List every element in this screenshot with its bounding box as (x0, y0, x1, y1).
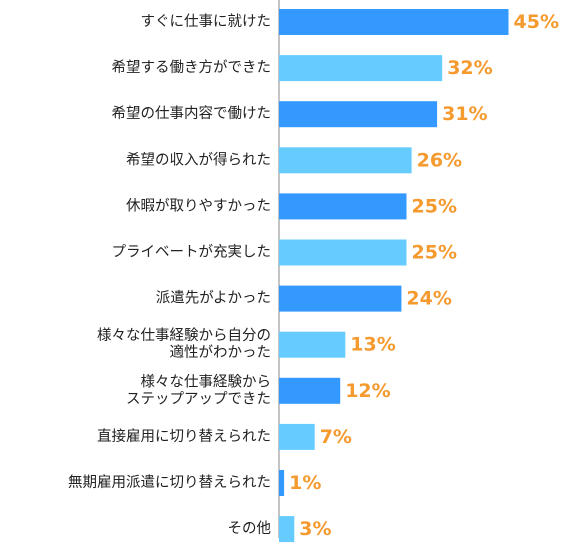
category-label-9: 直接雇用に切り替えられた (97, 428, 271, 445)
value-label-4: 25% (412, 195, 457, 217)
category-label-0: すぐに仕事に就けた (141, 13, 272, 30)
category-label-8: 様々な仕事経験からステップアップできた (126, 373, 271, 407)
category-label-1: 希望する働き方ができた (112, 59, 272, 76)
bar-3 (279, 147, 412, 174)
category-label-2: 希望の仕事内容で働けた (112, 105, 272, 122)
value-label-5: 25% (412, 242, 457, 264)
category-label-10: 無期雇用派遣に切り替えられた (68, 474, 271, 491)
bar-8 (279, 377, 341, 404)
value-label-1: 32% (447, 57, 492, 79)
category-label-3: 希望の収入が得られた (126, 151, 271, 168)
value-label-3: 26% (417, 149, 462, 171)
bar-4 (279, 193, 407, 220)
bars-layer: すぐに仕事に就けた 45% 希望する働き方ができた 32% 希望の仕事内容で働けた 31%… (68, 9, 559, 543)
bar-5 (279, 239, 407, 266)
bar-2 (279, 101, 438, 128)
value-label-0: 45% (514, 11, 559, 33)
value-label-11: 3% (299, 518, 331, 540)
value-label-2: 31% (442, 103, 487, 125)
category-label-7: 様々な仕事経験から自分の適性がわかった (97, 327, 271, 361)
category-label-4: 休暇が取りやすかった (126, 197, 271, 214)
bar-6 (279, 285, 402, 312)
bar-7 (279, 331, 346, 358)
bar-0 (279, 9, 509, 35)
bar-11 (279, 516, 295, 543)
category-label-11: その他 (228, 520, 272, 537)
value-label-8: 12% (345, 380, 390, 402)
value-label-7: 13% (350, 334, 395, 356)
bar-10 (279, 470, 285, 496)
bar-9 (279, 423, 315, 450)
bar-1 (279, 55, 443, 82)
value-label-9: 7% (320, 426, 352, 448)
value-label-6: 24% (406, 288, 451, 310)
category-label-6: 派遣先がよかった (156, 290, 271, 307)
value-label-10: 1% (289, 472, 321, 494)
category-label-5: プライベートが充実した (112, 244, 272, 261)
